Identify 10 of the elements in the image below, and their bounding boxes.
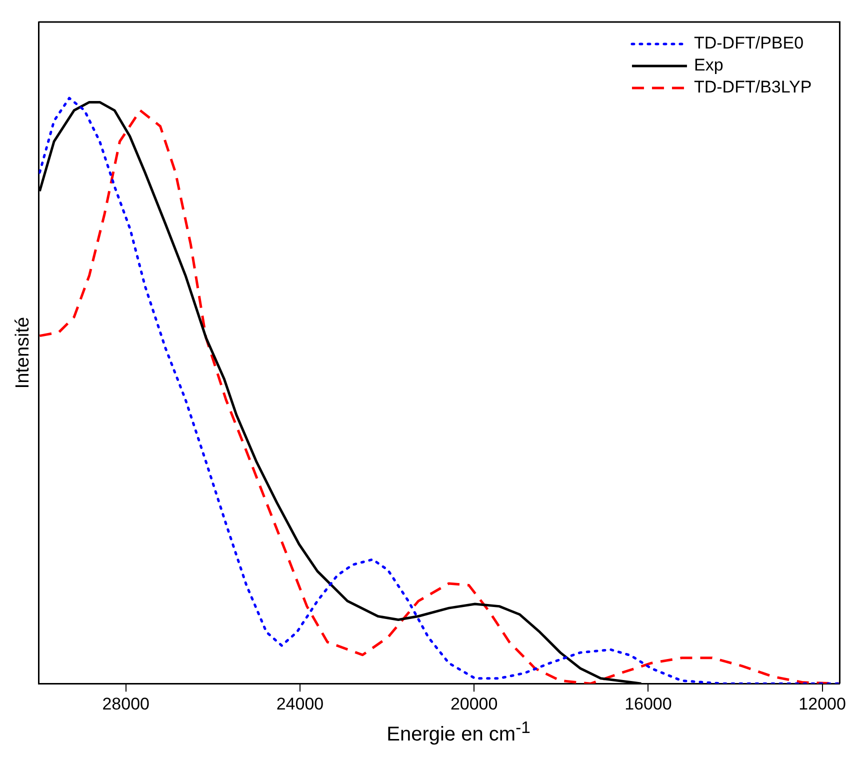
x-tick-label: 16000: [624, 694, 672, 714]
x-tick-label: 24000: [276, 694, 324, 714]
x-tick-label: 28000: [102, 694, 150, 714]
x-axis-title: Energie en cm$^{-1}$: [386, 718, 532, 747]
x-tick-label: 12000: [798, 694, 846, 714]
x-tick-label: 20000: [450, 694, 498, 714]
legend-label: TD-DFT/B3LYP: [694, 78, 812, 97]
y-axis-title: Intensité: [12, 316, 34, 389]
legend-label: Exp: [694, 56, 724, 75]
legend-label: TD-DFT/PBE0: [694, 34, 804, 53]
